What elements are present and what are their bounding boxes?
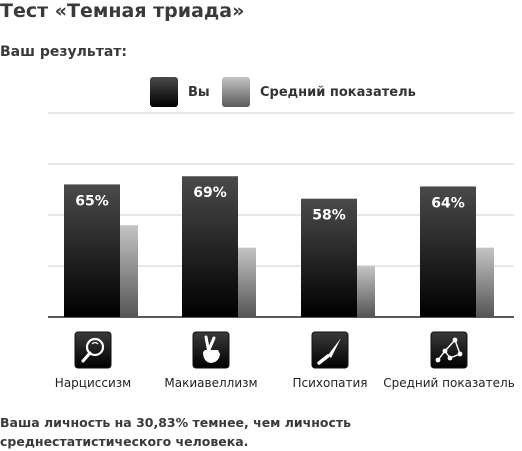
bar-average-2	[238, 247, 256, 317]
bar-value-label-2: 69%	[193, 185, 227, 201]
bar-average-1	[120, 225, 138, 317]
legend-swatch-average	[222, 77, 250, 107]
category-labels: Нарциссизм Макиавеллизм Психопатия Средний …	[55, 376, 515, 390]
page-title: Тест «Темная триада»	[0, 0, 245, 22]
category-label-1: Нарциссизм	[55, 376, 131, 390]
legend-item-average: Средний показатель	[222, 76, 416, 108]
category-label-2: Макиавеллизм	[164, 376, 257, 390]
category-label-4: Средний показатель	[383, 376, 515, 390]
category-icons	[74, 331, 468, 369]
bar-value-label-1: 65%	[75, 193, 109, 209]
knife-icon	[311, 331, 349, 369]
bar-average-4	[476, 247, 494, 317]
bar-value-label-4: 64%	[431, 195, 465, 211]
bar-you-2	[182, 176, 238, 317]
constellation-icon	[430, 331, 468, 369]
legend-item-you: Вы	[150, 76, 210, 108]
bar-you-1	[64, 184, 120, 317]
legend-label-average: Средний показатель	[260, 84, 416, 100]
legend-label-you: Вы	[188, 84, 210, 100]
bar-average-3	[357, 266, 375, 317]
bar-value-label-3: 58%	[312, 208, 346, 224]
chart-bars: 65% 69% 58% 64%	[64, 176, 494, 317]
legend-swatch-you	[150, 77, 178, 107]
mirror-icon	[74, 331, 112, 369]
bar-chart: 65%69%58%64% Нарциссизм Мак	[48, 112, 515, 390]
result-subtitle: Ваш результат:	[0, 44, 128, 60]
crossed-fingers-icon	[192, 331, 230, 369]
bar-you-4	[420, 186, 476, 317]
category-label-3: Психопатия	[292, 376, 367, 390]
result-summary: Ваша личность на 30,83% темнее, чем личн…	[0, 415, 352, 449]
bar-you-3	[301, 198, 357, 317]
